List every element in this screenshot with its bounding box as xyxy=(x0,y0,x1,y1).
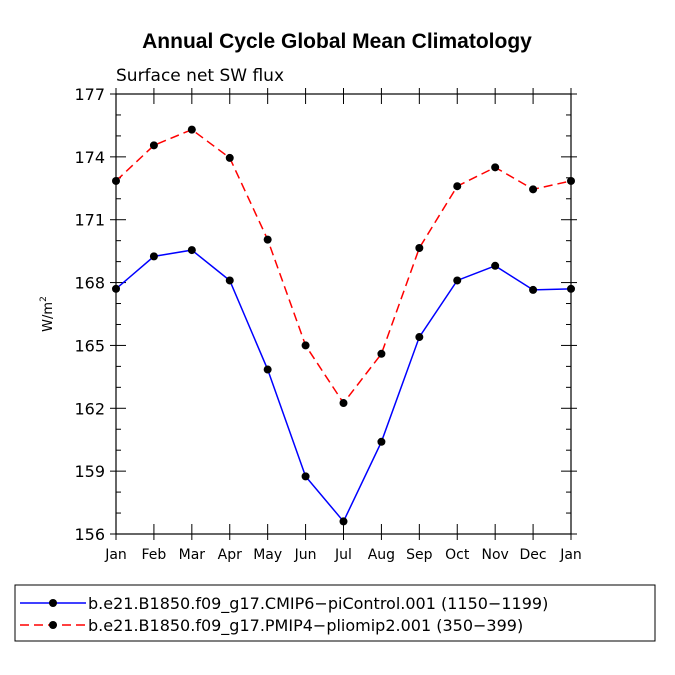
x-tick-label: Mar xyxy=(179,547,206,563)
x-tick-label: Feb xyxy=(142,547,167,563)
chart-title: Annual Cycle Global Mean Climatology xyxy=(142,30,532,53)
x-tick-label: Jan xyxy=(104,547,127,563)
data-point xyxy=(377,437,386,446)
data-point xyxy=(529,185,538,194)
y-tick-label: 168 xyxy=(74,274,105,293)
svg-text:W/m2: W/m2 xyxy=(39,296,56,332)
data-point xyxy=(187,125,196,134)
data-point xyxy=(491,261,500,270)
y-tick-label: 156 xyxy=(74,525,105,544)
x-tick-label: May xyxy=(253,547,282,563)
axis-tick-labels: 156 159 162 165 168 171 174 177 Jan Feb Mar Apr May J… xyxy=(74,85,581,563)
data-point xyxy=(529,285,538,294)
data-point xyxy=(301,472,310,481)
legend-marker-1 xyxy=(49,599,57,607)
axis-ticks xyxy=(110,88,577,540)
x-tick-label: Dec xyxy=(520,547,547,563)
legend-label-1: b.e21.B1850.f09_g17.CMIP6−piControl.001 … xyxy=(88,594,548,614)
x-tick-label: Apr xyxy=(218,547,242,563)
plot-frame xyxy=(115,93,572,535)
data-point xyxy=(225,153,234,162)
y-tick-label: 162 xyxy=(74,399,105,418)
y-tick-label: 174 xyxy=(74,148,105,167)
x-tick-label: Aug xyxy=(368,547,395,563)
y-axis-label-text: W/m xyxy=(41,302,56,332)
data-point xyxy=(415,333,424,342)
legend-box xyxy=(14,584,656,642)
data-point xyxy=(453,276,462,285)
y-tick-label: 159 xyxy=(74,462,105,481)
data-point xyxy=(301,341,310,350)
data-point xyxy=(263,235,272,244)
x-tick-label: Jan xyxy=(559,547,582,563)
data-point xyxy=(112,176,120,185)
data-point xyxy=(225,276,234,285)
data-point xyxy=(491,163,500,172)
data-point xyxy=(112,284,120,293)
series-line-1 xyxy=(115,249,572,523)
data-point xyxy=(187,246,196,255)
y-tick-label: 165 xyxy=(74,336,105,355)
legend-label-2: b.e21.B1850.f09_g17.PMIP4−pliomip2.001 (… xyxy=(88,616,523,636)
x-tick-label: Sep xyxy=(406,547,433,563)
data-point xyxy=(567,284,575,293)
data-point xyxy=(415,244,424,252)
y-axis-label: W/m2 xyxy=(39,296,56,332)
data-point xyxy=(567,176,575,185)
y-tick-label: 177 xyxy=(74,85,105,104)
y-axis-label-superscript: 2 xyxy=(39,296,49,302)
data-point xyxy=(339,517,348,526)
legend: b.e21.B1850.f09_g17.CMIP6−piControl.001 … xyxy=(20,594,548,636)
legend-marker-2 xyxy=(49,621,57,629)
x-tick-label: Oct xyxy=(445,547,470,563)
data-point xyxy=(149,252,158,261)
x-tick-label: Jul xyxy=(334,547,352,563)
data-point xyxy=(453,182,462,191)
x-tick-label: Nov xyxy=(482,547,509,563)
data-point xyxy=(377,349,386,358)
data-point xyxy=(149,141,158,150)
data-point xyxy=(263,365,272,374)
data-point xyxy=(339,399,348,408)
chart-subtitle: Surface net SW flux xyxy=(116,66,284,86)
series-layer xyxy=(112,125,575,526)
x-tick-label: Jun xyxy=(294,547,317,563)
y-tick-label: 171 xyxy=(74,211,105,230)
series-line-2 xyxy=(115,128,572,405)
